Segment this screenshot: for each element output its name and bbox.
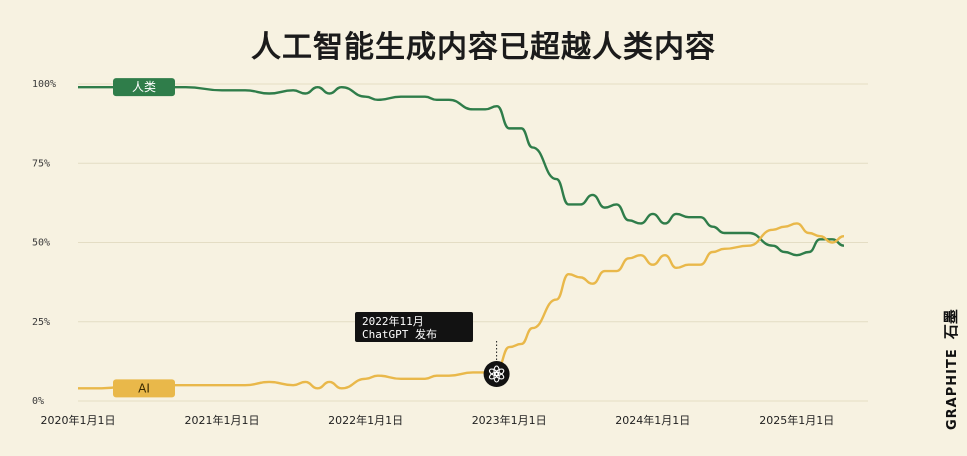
annotation-box — [355, 312, 473, 342]
x-tick-label: 2023年1月1日 — [472, 413, 547, 427]
openai-logo-petal — [488, 368, 499, 377]
series-line-human — [78, 85, 845, 257]
y-tick-label: 75% — [32, 158, 50, 169]
brand-name-en: GRAPHITE — [945, 348, 960, 430]
series-lines — [78, 85, 845, 390]
x-axis-ticks: 2020年1月1日 2021年1月1日 2022年1月1日 2023年1月1日 2024… — [41, 413, 835, 427]
annotation-line1: 2022年11月 — [362, 314, 424, 328]
x-tick-label: 2022年1月1日 — [328, 413, 403, 427]
series-label-pill — [113, 78, 175, 97]
series-label-text: 人类 — [132, 80, 156, 94]
grid-lines — [78, 83, 868, 402]
chart-title: 人工智能生成内容已超越人类内容 — [251, 30, 716, 65]
openai-logo-icon — [488, 365, 505, 383]
y-tick-label: 0% — [32, 396, 44, 407]
brand-name-zh: 石墨 — [942, 309, 960, 340]
series-line-ai — [78, 222, 845, 390]
x-tick-label: 2020年1月1日 — [41, 413, 116, 427]
series-label-text: AI — [138, 381, 150, 395]
annotation-line2: ChatGPT 发布 — [362, 327, 437, 341]
x-tick-label: 2021年1月1日 — [184, 413, 259, 427]
brand-watermark: GRAPHITE 石墨 — [940, 309, 967, 430]
x-tick-label: 2024年1月1日 — [615, 413, 690, 427]
openai-logo-marker — [483, 361, 510, 387]
series-label-pill — [113, 379, 175, 398]
series-labels: 人类 AI — [113, 78, 175, 398]
y-tick-label: 25% — [32, 317, 50, 328]
y-axis-ticks: 0% 25% 50% 75% 100% — [32, 79, 56, 407]
y-tick-label: 50% — [32, 238, 50, 249]
x-tick-label: 2025年1月1日 — [759, 413, 834, 427]
y-tick-label: 100% — [32, 79, 56, 90]
